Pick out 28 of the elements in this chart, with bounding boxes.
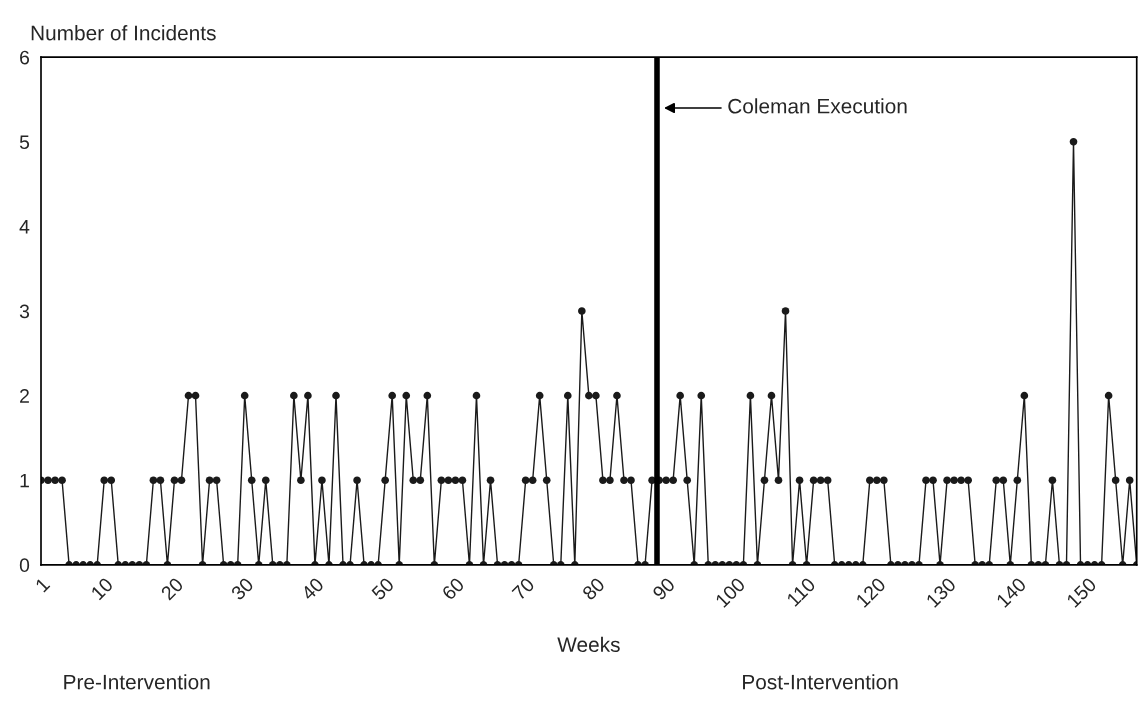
x-tick-label: 20	[160, 576, 185, 601]
x-tick-label: 130	[925, 576, 957, 608]
x-tick-label: 90	[651, 576, 676, 601]
x-tick-label: 140	[995, 576, 1027, 608]
text: Pre-Intervention	[64, 674, 210, 690]
x-axis-title: Weeks	[557, 636, 620, 653]
x-tick-label: 110	[786, 576, 817, 607]
y-tick-label: 4	[19, 220, 30, 234]
x-tick-label: 10	[90, 576, 114, 601]
y-tick-label: 6	[20, 50, 30, 65]
y-axis-title: Number of Incidents	[31, 25, 216, 41]
x-tick-label: 70	[511, 576, 536, 601]
x-tick-label: 1	[34, 577, 51, 593]
x-tick-label: 80	[581, 576, 606, 601]
y-tick-label: 0	[19, 558, 30, 573]
y-tick-label: 3	[19, 304, 30, 319]
y-tick-label: 2	[20, 389, 29, 403]
x-tick-label: 40	[300, 576, 325, 602]
y-tick-label: 1	[20, 473, 29, 488]
x-tick-label: 50	[370, 576, 395, 601]
text: Post-Intervention	[743, 674, 898, 690]
x-tick-label: 30	[230, 576, 255, 601]
x-tick-label: 150	[1066, 576, 1098, 608]
y-tick-label: 5	[19, 135, 30, 150]
x-tick-label: 120	[855, 576, 887, 608]
x-tick-label: 100	[714, 576, 746, 608]
ref-line-label: Coleman Execution	[728, 98, 907, 114]
x-tick-label: 60	[441, 576, 465, 601]
